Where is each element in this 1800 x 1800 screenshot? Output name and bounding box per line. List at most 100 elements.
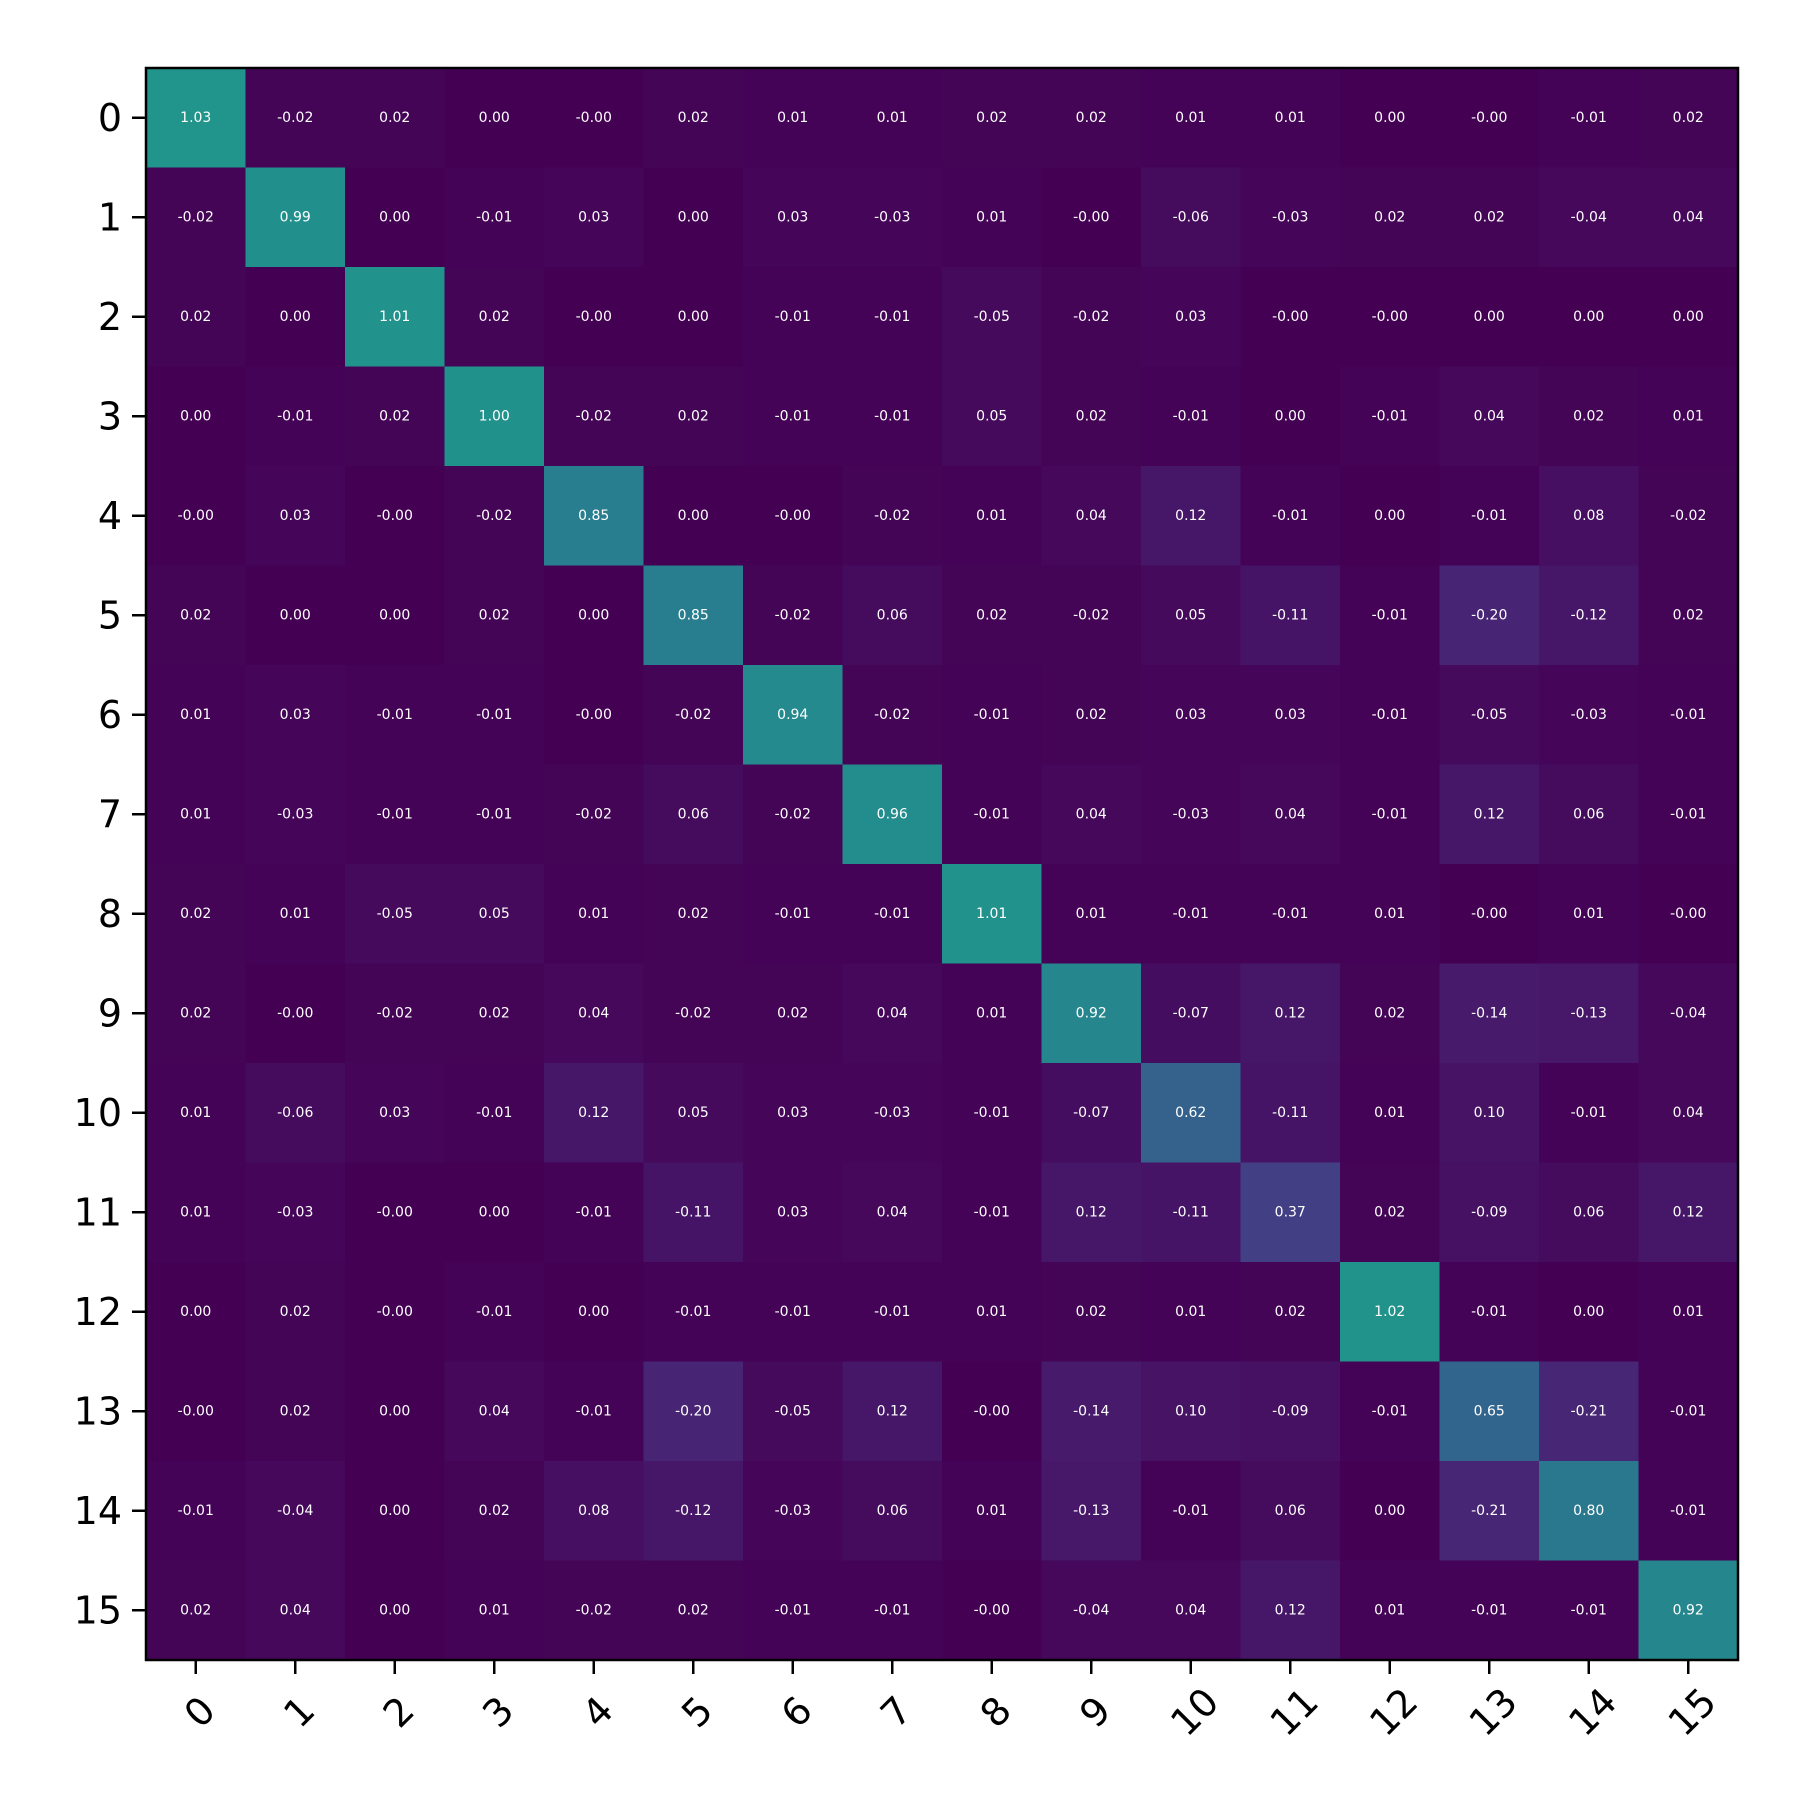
cell-value-label: 0.12 [1175,508,1206,524]
heatmap-cell-r2-c3 [444,267,545,367]
cell-value-label: 0.00 [379,209,410,225]
x-tick-label: 6 [773,1688,821,1736]
heatmap-cell-r0-c15 [1638,68,1739,168]
x-tick-label: 11 [1262,1679,1327,1744]
heatmap-cell-r7-c13 [1439,764,1540,865]
cell-value-label: -0.01 [1372,1403,1408,1419]
heatmap-cell-r10-c12 [1340,1063,1440,1163]
heatmap-cell-r11-c5 [643,1162,744,1263]
cell-value-label: 0.04 [1474,408,1505,424]
cell-value-label: -0.14 [1471,1005,1507,1021]
cell-value-label: -0.07 [1073,1105,1109,1121]
heatmap-cell-r11-c9 [1041,1162,1142,1263]
cell-value-label: 0.01 [180,1204,211,1220]
cell-value-label: 1.01 [379,309,410,325]
heatmap-cell-r3-c3 [444,366,545,467]
heatmap-cells [146,68,1739,1661]
cell-value-label: 0.02 [280,1304,311,1320]
cell-value-label: -0.01 [476,209,512,225]
cell-value-label: -0.01 [1670,707,1706,723]
cell-value-label: -0.01 [775,1304,811,1320]
x-tick-label: 10 [1162,1679,1227,1744]
cell-value-label: 0.06 [1573,806,1604,822]
cell-value-label: 1.01 [976,906,1007,922]
heatmap-cell-r14-c12 [1340,1461,1440,1561]
cell-value-label: 0.02 [1374,1005,1405,1021]
heatmap-cell-r15-c8 [942,1560,1042,1661]
cell-value-label: -0.02 [675,1005,711,1021]
heatmap-cell-r8-c2 [345,864,445,964]
heatmap-cell-r2-c7 [842,267,943,367]
heatmap-cell-r10-c11 [1240,1063,1341,1163]
cell-value-label: 0.02 [678,408,709,424]
heatmap-cell-r9-c9 [1041,963,1142,1064]
heatmap-cell-r13-c10 [1141,1361,1241,1462]
cell-value-label: -0.01 [1571,1602,1607,1618]
heatmap-cell-r2-c12 [1340,267,1440,367]
cell-value-label: 0.01 [1175,1304,1206,1320]
heatmap-cell-r4-c10 [1141,466,1241,566]
cell-value-label: 0.04 [1275,806,1306,822]
heatmap-cell-r6-c0 [146,665,246,765]
cell-value-label: -0.01 [1272,508,1308,524]
heatmap-cell-r3-c11 [1240,366,1341,467]
cell-value-label: -0.02 [675,707,711,723]
cell-value-label: -0.02 [874,707,910,723]
heatmap-cell-r11-c14 [1539,1162,1639,1263]
heatmap-cell-r11-c8 [942,1162,1042,1263]
heatmap-cell-r6-c9 [1041,665,1142,765]
cell-value-label: 0.00 [280,607,311,623]
heatmap-cell-r7-c5 [643,764,744,865]
cell-value-label: -0.21 [1471,1503,1507,1519]
heatmap-cell-r3-c1 [245,366,346,467]
cell-value-label: -0.01 [974,1204,1010,1220]
heatmap-cell-r11-c7 [842,1162,943,1263]
heatmap-cell-r4-c14 [1539,466,1639,566]
heatmap-cell-r10-c8 [942,1063,1042,1163]
cell-value-label: 0.03 [379,1105,410,1121]
cell-value-label: -0.01 [874,1602,910,1618]
cell-value-label: 0.01 [479,1602,510,1618]
cell-value-label: 0.04 [1175,1602,1206,1618]
cell-value-label: 0.00 [379,607,410,623]
cell-value-label: -0.02 [576,1602,612,1618]
cell-value-label: 0.12 [1275,1602,1306,1618]
heatmap-cell-r9-c3 [444,963,545,1064]
cell-value-label: -0.21 [1571,1403,1607,1419]
cell-value-label: 0.01 [280,906,311,922]
cell-value-label: -0.05 [775,1403,811,1419]
heatmap-cell-r0-c1 [245,68,346,168]
cell-value-label: 0.04 [479,1403,510,1419]
cell-value-label: 0.02 [1374,1204,1405,1220]
heatmap-cell-r10-c13 [1439,1063,1540,1163]
heatmap-cell-r15-c6 [743,1560,843,1661]
cell-value-label: 0.02 [280,1403,311,1419]
heatmap-cell-r1-c2 [345,167,445,268]
cell-value-label: -0.01 [476,1304,512,1320]
cell-value-label: 0.00 [379,1503,410,1519]
cell-value-label: -0.02 [1073,309,1109,325]
heatmap-cell-r5-c6 [743,565,843,666]
heatmap-cell-r4-c4 [544,466,644,566]
heatmap-cell-r5-c13 [1439,565,1540,666]
heatmap-cell-r10-c15 [1638,1063,1739,1163]
cell-value-label: 0.02 [379,408,410,424]
cell-value-label: 0.03 [777,1105,808,1121]
cell-value-label: -0.01 [1471,508,1507,524]
heatmap-cell-r14-c0 [146,1461,246,1561]
heatmap-cell-r1-c4 [544,167,644,268]
heatmap-cell-r8-c6 [743,864,843,964]
heatmap-cell-r5-c0 [146,565,246,666]
heatmap-cell-r0-c8 [942,68,1042,168]
heatmap-cell-r1-c8 [942,167,1042,268]
heatmap-cell-r13-c11 [1240,1361,1341,1462]
y-tick-label: 12 [74,1290,122,1334]
cell-value-label: -0.00 [576,707,612,723]
cell-value-label: 0.01 [180,1105,211,1121]
heatmap-cell-r0-c4 [544,68,644,168]
cell-value-label: 0.85 [578,508,609,524]
heatmap-cell-r2-c11 [1240,267,1341,367]
heatmap-cell-r14-c1 [245,1461,346,1561]
heatmap-cell-r4-c13 [1439,466,1540,566]
